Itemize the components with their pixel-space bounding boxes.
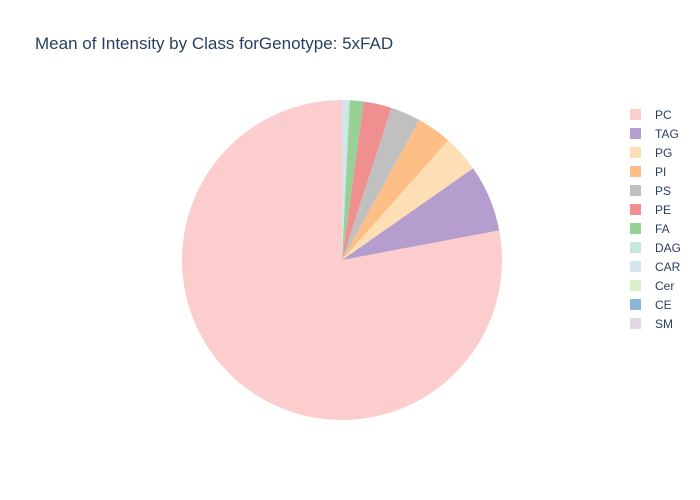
legend-item-pe[interactable]: PE xyxy=(630,203,671,217)
legend-label: PC xyxy=(655,108,672,122)
pie-slice-pc[interactable] xyxy=(182,100,503,421)
pie-slice-pi[interactable] xyxy=(342,119,449,260)
legend-label: Cer xyxy=(655,279,674,293)
legend-swatch xyxy=(630,147,641,158)
legend-swatch xyxy=(630,166,641,177)
legend-swatch xyxy=(630,242,641,253)
pie-slice-pe[interactable] xyxy=(342,101,392,260)
legend-item-pc[interactable]: PC xyxy=(630,108,672,122)
pie-slice-ps[interactable] xyxy=(342,107,420,260)
legend-label: TAG xyxy=(655,127,679,141)
legend-item-pi[interactable]: PI xyxy=(630,165,666,179)
legend-swatch xyxy=(630,261,641,272)
pie-slice-pg[interactable] xyxy=(342,140,474,260)
legend-label: DAG xyxy=(655,241,681,255)
legend-item-sm[interactable]: SM xyxy=(630,317,673,331)
legend-item-tag[interactable]: TAG xyxy=(630,127,679,141)
legend-item-cer[interactable]: Cer xyxy=(630,279,674,293)
legend-swatch xyxy=(630,318,641,329)
legend-label: CAR xyxy=(655,260,681,274)
legend-swatch xyxy=(630,204,641,215)
legend-item-ps[interactable]: PS xyxy=(630,184,671,198)
legend-label: FA xyxy=(655,222,670,236)
legend-swatch xyxy=(630,109,641,120)
legend: PC TAG PG PI PS PE FA DAG CAR Cer CE SM xyxy=(630,108,681,331)
legend-label: SM xyxy=(655,317,673,331)
legend-item-pg[interactable]: PG xyxy=(630,146,672,160)
legend-swatch xyxy=(630,223,641,234)
pie-slices xyxy=(182,100,503,421)
pie-slice-car[interactable] xyxy=(342,100,347,260)
legend-swatch xyxy=(630,299,641,310)
legend-swatch xyxy=(630,128,641,139)
legend-label: CE xyxy=(655,298,672,312)
legend-item-fa[interactable]: FA xyxy=(630,222,670,236)
pie-slice-dag[interactable] xyxy=(342,100,350,260)
legend-label: PI xyxy=(655,165,666,179)
legend-label: PE xyxy=(655,203,671,217)
legend-label: PG xyxy=(655,146,672,160)
chart-title: Mean of Intensity by Class forGenotype: … xyxy=(35,34,394,53)
legend-swatch xyxy=(630,280,641,291)
pie-slice-tag[interactable] xyxy=(342,168,500,260)
pie-slice-fa[interactable] xyxy=(342,100,364,260)
legend-item-car[interactable]: CAR xyxy=(630,260,681,274)
legend-swatch xyxy=(630,185,641,196)
legend-label: PS xyxy=(655,184,671,198)
legend-item-dag[interactable]: DAG xyxy=(630,241,681,255)
legend-item-ce[interactable]: CE xyxy=(630,298,672,312)
